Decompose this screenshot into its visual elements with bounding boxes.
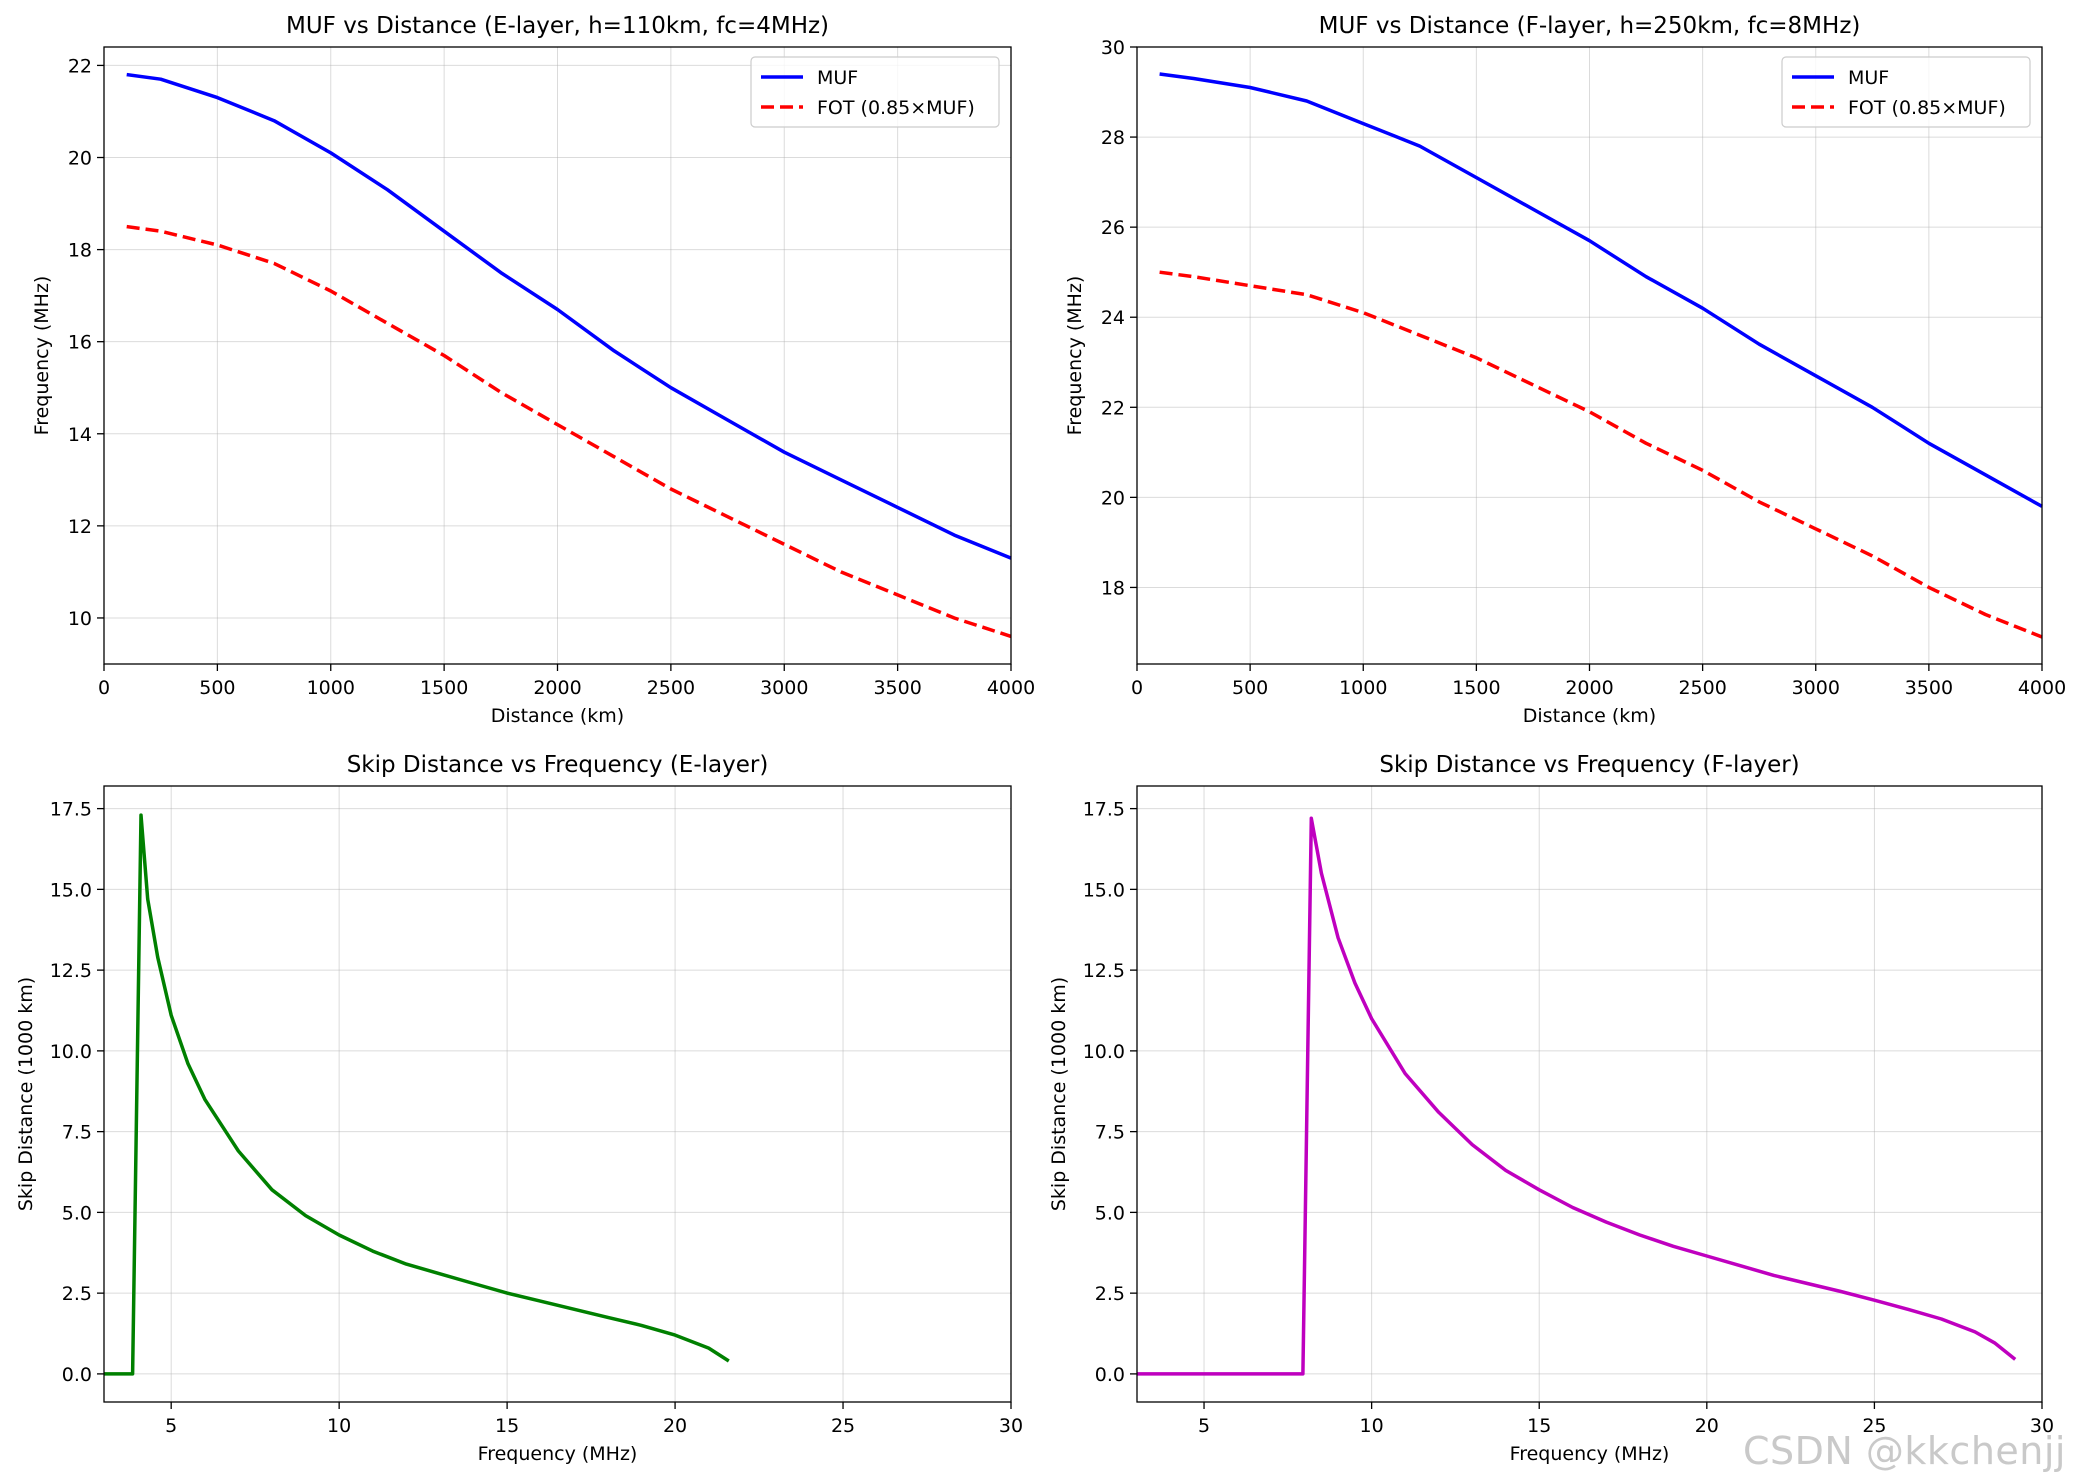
y-tick-label: 7.5 — [1095, 1122, 1125, 1144]
x-tick-label: 4000 — [987, 677, 1035, 699]
x-tick-label: 4000 — [2018, 677, 2066, 699]
x-tick-label: 15 — [1527, 1415, 1551, 1437]
chart-3: 5 10 15 20 25 30 0.0 2.5 5.0 7.5 10.0 12.5 15.0 17.5 S… — [15, 752, 1023, 1465]
x-tick-label: 3000 — [1792, 677, 1840, 699]
x-tick-label: 25 — [1862, 1415, 1886, 1437]
y-tick-label: 12.5 — [1083, 960, 1125, 982]
x-tick-label: 5 — [1198, 1415, 1210, 1437]
legend-label: FOT (0.85×MUF) — [1848, 97, 2006, 119]
y-tick-label: 2.5 — [62, 1283, 92, 1305]
x-tick-label: 500 — [199, 677, 235, 699]
series-line-fot — [1159, 270, 2043, 639]
y-tick-label: 18 — [1101, 577, 1125, 599]
y-tick-label: 15.0 — [1083, 879, 1125, 901]
y-tick-label: 22 — [1101, 397, 1125, 419]
x-tick-label: 1500 — [420, 677, 468, 699]
axes-frame — [1136, 785, 2043, 1403]
y-tick-label: 14 — [68, 424, 92, 446]
chart-title: MUF vs Distance (E-layer, h=110km, fc=4M… — [286, 13, 829, 39]
y-tick-label: 12 — [68, 516, 92, 538]
x-tick-label: 0 — [1131, 677, 1143, 699]
legend: MUF FOT (0.85×MUF) — [1781, 56, 2031, 128]
y-tick-label: 22 — [68, 55, 92, 77]
series-line-muf — [126, 72, 1012, 560]
series-line-muf — [1159, 72, 2043, 508]
axes-frame — [103, 785, 1012, 1403]
chart-4: 5 10 15 20 25 30 0.0 2.5 5.0 7.5 10.0 12.5 15.0 17.5 S… — [1048, 752, 2054, 1465]
y-tick-label: 20 — [68, 148, 92, 170]
chart-1: 0 500 1000 1500 2000 2500 3000 3500 4000 10 12 14 16… — [31, 13, 1035, 727]
x-axis-label: Distance (km) — [491, 705, 624, 727]
y-tick-label: 18 — [68, 240, 92, 262]
y-tick-label: 26 — [1101, 217, 1125, 239]
y-tick-label: 0.0 — [1095, 1364, 1125, 1386]
x-tick-label: 1000 — [1339, 677, 1387, 699]
y-tick-label: 24 — [1101, 307, 1125, 329]
x-tick-label: 1000 — [307, 677, 355, 699]
x-tick-label: 3500 — [1905, 677, 1953, 699]
series-line-fot — [126, 224, 1012, 639]
chart-2: 0 500 1000 1500 2000 2500 3000 3500 4000 18 20 22 24… — [1064, 13, 2066, 727]
legend-box — [1781, 56, 2031, 128]
y-tick-label: 17.5 — [50, 799, 92, 821]
y-tick-label: 0.0 — [62, 1364, 92, 1386]
y-axis-label: Skip Distance (1000 km) — [15, 977, 37, 1211]
y-tick-label: 17.5 — [1083, 799, 1125, 821]
x-tick-label: 10 — [1360, 1415, 1384, 1437]
x-tick-label: 2500 — [1678, 677, 1726, 699]
series-line-skip — [1137, 816, 2017, 1376]
y-axis-label: Frequency (MHz) — [31, 276, 53, 436]
x-tick-label: 25 — [831, 1415, 855, 1437]
x-tick-label: 3000 — [760, 677, 808, 699]
x-tick-label: 20 — [1695, 1415, 1719, 1437]
x-tick-label: 0 — [98, 677, 110, 699]
legend-label: FOT (0.85×MUF) — [817, 97, 975, 119]
x-axis-label: Frequency (MHz) — [1510, 1443, 1670, 1465]
chart-title: Skip Distance vs Frequency (E-layer) — [347, 752, 769, 778]
x-tick-label: 15 — [495, 1415, 519, 1437]
x-tick-label: 30 — [999, 1415, 1023, 1437]
chart-title: Skip Distance vs Frequency (F-layer) — [1379, 752, 1799, 778]
y-tick-label: 10.0 — [1083, 1041, 1125, 1063]
x-tick-label: 5 — [165, 1415, 177, 1437]
legend-label: MUF — [817, 67, 858, 89]
legend-box — [750, 56, 1000, 128]
y-tick-label: 5.0 — [1095, 1202, 1125, 1224]
y-tick-label: 16 — [68, 332, 92, 354]
y-tick-label: 5.0 — [62, 1202, 92, 1224]
x-axis-label: Frequency (MHz) — [478, 1443, 638, 1465]
y-axis-label: Skip Distance (1000 km) — [1048, 977, 1070, 1211]
x-tick-label: 20 — [663, 1415, 687, 1437]
y-tick-label: 12.5 — [50, 960, 92, 982]
y-tick-label: 20 — [1101, 487, 1125, 509]
x-tick-label: 500 — [1232, 677, 1268, 699]
chart-title: MUF vs Distance (F-layer, h=250km, fc=8M… — [1319, 13, 1861, 39]
x-tick-label: 30 — [2030, 1415, 2054, 1437]
watermark: CSDN @kkchenjj — [1743, 1429, 2066, 1473]
y-axis-label: Frequency (MHz) — [1064, 276, 1086, 436]
y-tick-label: 10.0 — [50, 1041, 92, 1063]
y-tick-label: 10 — [68, 608, 92, 630]
legend: MUF FOT (0.85×MUF) — [750, 56, 1000, 128]
legend-label: MUF — [1848, 67, 1889, 89]
x-tick-label: 3500 — [873, 677, 921, 699]
y-tick-label: 2.5 — [1095, 1283, 1125, 1305]
y-tick-label: 30 — [1101, 37, 1125, 59]
y-tick-label: 15.0 — [50, 879, 92, 901]
series-line-skip — [104, 813, 730, 1376]
x-axis-label: Distance (km) — [1523, 705, 1656, 727]
y-tick-label: 28 — [1101, 127, 1125, 149]
x-tick-label: 2000 — [1565, 677, 1613, 699]
x-tick-label: 10 — [327, 1415, 351, 1437]
x-tick-label: 1500 — [1452, 677, 1500, 699]
x-tick-label: 2500 — [647, 677, 695, 699]
x-tick-label: 2000 — [533, 677, 581, 699]
y-tick-label: 7.5 — [62, 1122, 92, 1144]
